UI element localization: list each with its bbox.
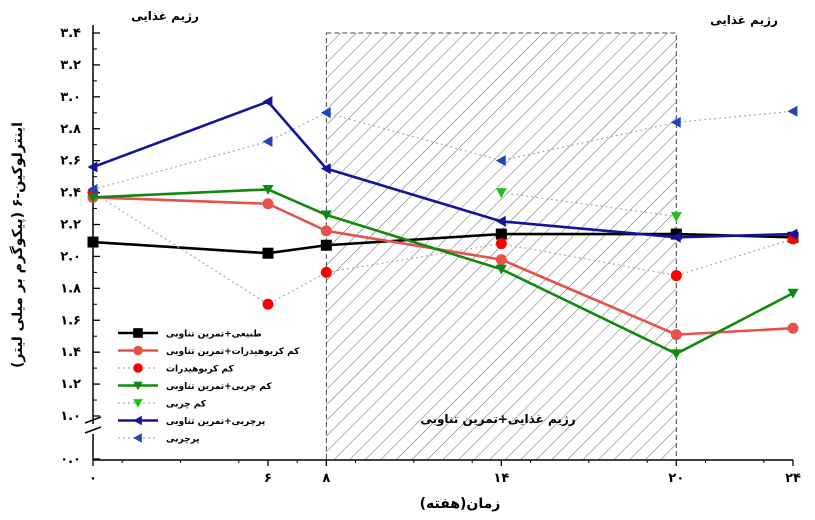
data-point xyxy=(320,239,332,251)
legend-marker xyxy=(133,433,142,443)
legend-label: پرچربی xyxy=(166,435,200,445)
y-tick-label: ۰.۰ xyxy=(60,452,81,467)
data-point xyxy=(262,247,274,259)
x-tick-label: ۸ xyxy=(322,471,330,486)
series-line xyxy=(92,110,794,190)
data-point xyxy=(495,254,507,266)
shaded-region-label: رژیم غذایی+تمرین تناوبی xyxy=(420,412,575,427)
legend-marker xyxy=(133,415,142,426)
data-point xyxy=(320,163,331,175)
data-point xyxy=(670,228,682,240)
x-axis-title: زمان(هفته) xyxy=(420,496,501,512)
data-point xyxy=(670,349,682,360)
legend-item: کم کربوهیدرات+تمرین تناوبی xyxy=(118,345,300,357)
y-tick-label: ۳.۴ xyxy=(60,26,81,41)
legend-item: طبیعی+تمرین تناوبی xyxy=(118,328,262,340)
y-tick-label: ۳.۲ xyxy=(60,58,81,73)
legend-marker xyxy=(133,345,143,356)
legend-label: کم چربی+تمرین تناوبی xyxy=(166,382,272,392)
legend-marker xyxy=(133,363,143,373)
data-point xyxy=(787,105,798,117)
x-tick-label: ۱۴ xyxy=(493,471,509,486)
legend-label: طبیعی+تمرین تناوبی xyxy=(166,330,262,340)
legend-marker xyxy=(133,381,143,391)
x-tick-label: ۲۰ xyxy=(668,471,684,486)
data-point xyxy=(262,198,274,210)
legend: طبیعی+تمرین تناوبی کم کربوهیدرات+تمرین تن… xyxy=(118,328,300,445)
data-point xyxy=(87,236,99,248)
data-point xyxy=(495,228,507,240)
data-point xyxy=(495,264,507,275)
y-tick-label: ۱.۰ xyxy=(60,409,81,424)
left-region-label: رژیم غذایی xyxy=(131,9,199,23)
data-point xyxy=(495,155,506,167)
data-point xyxy=(787,322,799,334)
y-tick-label: ۱.۶ xyxy=(60,313,81,328)
data-point xyxy=(670,116,681,128)
data-point xyxy=(495,188,507,199)
data-point xyxy=(87,161,98,173)
series-4 xyxy=(495,188,682,223)
legend-label: پرچربی+تمرین تناوبی xyxy=(166,417,265,427)
legend-marker xyxy=(133,328,143,338)
legend-item: کم چربی+تمرین تناوبی xyxy=(118,381,272,392)
series-line xyxy=(92,196,794,336)
data-point xyxy=(87,183,98,195)
legend-label: کم چربی xyxy=(166,400,207,410)
data-point xyxy=(262,96,273,108)
right-region-label: رژیم غذایی xyxy=(710,13,778,27)
y-tick-label: ۲.۰ xyxy=(60,249,81,264)
series-line xyxy=(92,232,794,255)
y-tick-label: ۱.۴ xyxy=(60,345,81,360)
data-point xyxy=(495,238,507,250)
data-point xyxy=(787,228,798,240)
data-point xyxy=(262,184,274,195)
data-point xyxy=(670,270,682,282)
series-line xyxy=(92,188,794,356)
x-tick-label: ۶ xyxy=(264,471,272,486)
data-point xyxy=(670,212,682,223)
series-2 xyxy=(87,187,799,310)
legend-label: کم کربوهیدرات xyxy=(166,365,234,375)
data-point xyxy=(320,107,331,119)
legend-item: کم چربی xyxy=(118,399,207,410)
x-tick-label: ۰ xyxy=(89,471,97,486)
data-point xyxy=(87,192,99,203)
axis-break-mark xyxy=(84,426,102,434)
series-6 xyxy=(87,105,798,195)
y-tick-label: ۲.۶ xyxy=(60,154,81,169)
data-point xyxy=(262,136,273,148)
y-tick-label: ۱.۲ xyxy=(60,377,81,392)
data-point xyxy=(670,329,682,341)
series-3 xyxy=(87,184,799,360)
x-tick-label: ۲۴ xyxy=(785,471,801,486)
y-tick-label: ۲.۸ xyxy=(60,122,81,137)
y-tick-label: ۲.۴ xyxy=(60,186,81,201)
y-tick-label: ۳.۰ xyxy=(60,90,81,105)
data-point xyxy=(495,215,506,227)
y-tick-label: ۱.۸ xyxy=(60,281,81,296)
data-point xyxy=(787,288,799,299)
y-tick-label: ۲.۲ xyxy=(60,218,81,233)
axis-break-mark xyxy=(84,416,102,424)
y-axis-title: اینترلوکین-۶ (پیکوگرم بر میلی لیتر) xyxy=(9,122,26,368)
legend-item: پرچربی+تمرین تناوبی xyxy=(118,415,265,427)
data-point xyxy=(670,231,681,243)
legend-item: پرچربی xyxy=(118,433,200,445)
data-point xyxy=(320,266,332,278)
data-point xyxy=(320,225,332,237)
data-point xyxy=(262,298,274,310)
legend-item: کم کربوهیدرات xyxy=(118,363,234,375)
legend-marker xyxy=(133,399,143,408)
series-line xyxy=(92,100,794,239)
legend-label: کم کربوهیدرات+تمرین تناوبی xyxy=(166,347,300,357)
data-point xyxy=(320,210,332,221)
series-5 xyxy=(87,96,798,243)
